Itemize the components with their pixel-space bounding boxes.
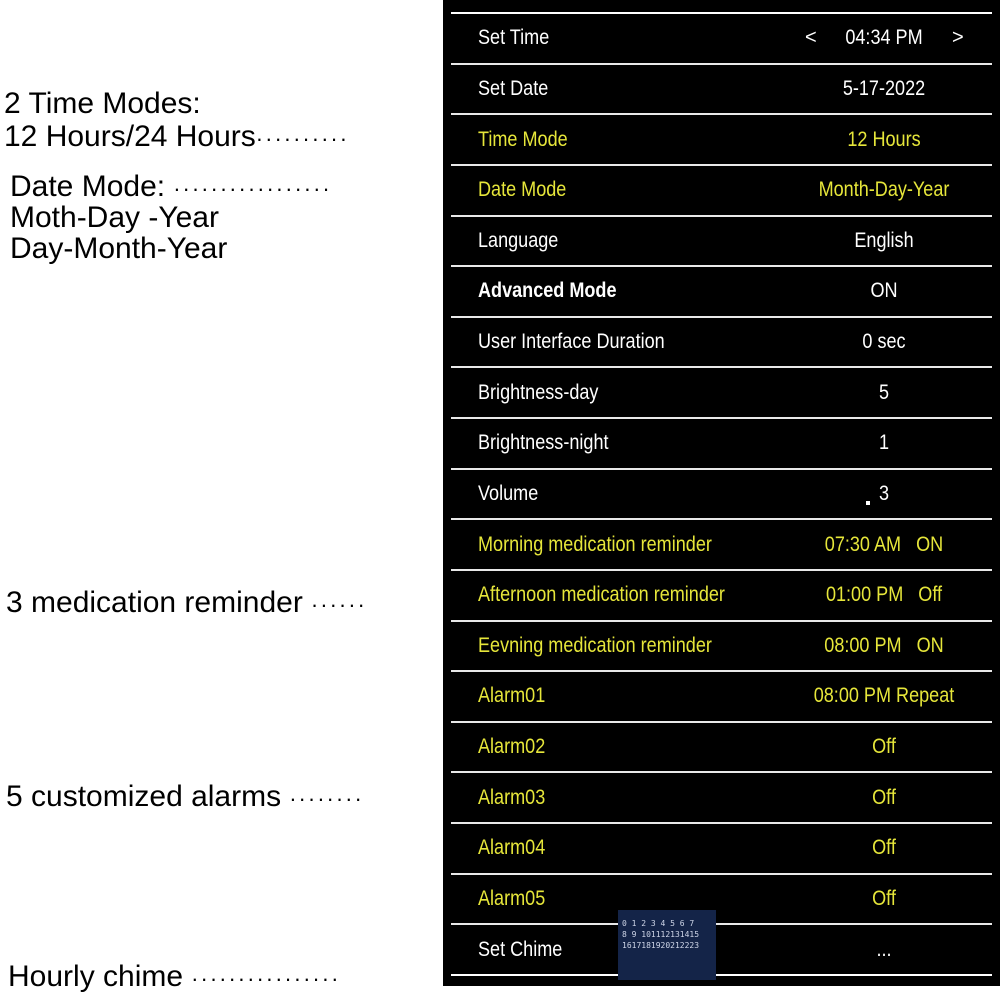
annotation-medication: 3 medication reminder ······ xyxy=(6,588,367,620)
chevron-right-icon[interactable]: > xyxy=(952,26,964,49)
setting-label: Brightness-day xyxy=(478,380,599,404)
setting-value: 07:30 AM ON xyxy=(824,532,944,556)
annotation-time-modes-title: 2 Time Modes: xyxy=(4,87,201,120)
setting-value: English xyxy=(854,228,914,252)
setting-set-date[interactable]: Set Date 5-17-2022 xyxy=(451,65,992,116)
setting-value: 5 xyxy=(878,380,890,404)
setting-value: ON xyxy=(870,279,898,303)
setting-ui-duration[interactable]: User Interface Duration 0 sec xyxy=(451,318,992,369)
setting-afternoon-reminder[interactable]: Afternoon medication reminder 01:00 PM Of… xyxy=(451,571,992,622)
setting-morning-reminder[interactable]: Morning medication reminder 07:30 AM ON xyxy=(451,520,992,571)
setting-value: 1 xyxy=(878,431,890,455)
annotation-date-mode-option2: Day-Month-Year xyxy=(10,232,228,265)
medication-text: 3 medication reminder xyxy=(6,586,303,619)
setting-value: 08:00 PM Repeat xyxy=(813,684,955,708)
setting-value: 01:00 PM Off xyxy=(825,583,943,607)
setting-label: Set Date xyxy=(478,76,549,100)
setting-label: Advanced Mode xyxy=(478,279,617,303)
volume-marker-icon xyxy=(866,500,870,505)
leader-dots: ················· xyxy=(165,176,332,201)
setting-volume[interactable]: Volume 3 xyxy=(451,470,992,521)
setting-value: 3 xyxy=(878,481,890,505)
setting-value: 04:34 PM xyxy=(845,26,923,50)
annotation-alarms: 5 customized alarms ········ xyxy=(6,782,364,814)
chevron-left-icon[interactable]: < xyxy=(805,26,817,49)
setting-label: Time Mode xyxy=(478,127,568,151)
setting-alarm05[interactable]: Alarm05 Off xyxy=(451,875,992,926)
setting-value: ... xyxy=(876,937,892,961)
setting-value: Off xyxy=(872,836,896,860)
setting-label: Date Mode xyxy=(478,178,567,202)
setting-time-mode[interactable]: Time Mode 12 Hours xyxy=(451,115,992,166)
chime-grid-line: 8 9 101112131415 xyxy=(622,930,700,939)
setting-value: Off xyxy=(872,785,896,809)
leader-dots: ················ xyxy=(183,966,341,991)
setting-value: Off xyxy=(872,886,896,910)
setting-label: Afternoon medication reminder xyxy=(478,583,725,607)
setting-value: 0 sec xyxy=(862,330,906,354)
setting-value: Off xyxy=(872,735,896,759)
chime-grid-line: 1617181920212223 xyxy=(622,941,700,950)
setting-value: 08:00 PM ON xyxy=(824,633,944,657)
setting-brightness-day[interactable]: Brightness-day 5 xyxy=(451,368,992,419)
date-mode-title-text: Date Mode: xyxy=(10,170,166,203)
setting-brightness-night[interactable]: Brightness-night 1 xyxy=(451,419,992,470)
setting-alarm02[interactable]: Alarm02 Off xyxy=(451,723,992,774)
setting-label: Language xyxy=(478,228,559,252)
setting-value: 12 Hours xyxy=(847,127,921,151)
setting-set-time[interactable]: Set Time < 04:34 PM > xyxy=(451,14,992,65)
setting-label: Volume xyxy=(478,481,539,505)
setting-label: Alarm05 xyxy=(478,886,546,910)
alarms-text: 5 customized alarms xyxy=(6,780,282,813)
setting-value: 5-17-2022 xyxy=(842,76,926,100)
setting-date-mode[interactable]: Date Mode Month-Day-Year xyxy=(451,166,992,217)
setting-label: User Interface Duration xyxy=(478,330,665,354)
annotation-date-mode-option1: Moth-Day -Year xyxy=(10,201,219,234)
chime-hour-grid[interactable]: 0 1 2 3 4 5 6 7 8 9 101112131415 1617181… xyxy=(618,910,716,980)
chime-text: Hourly chime xyxy=(8,960,184,993)
annotation-time-modes-options: 12 Hours/24 Hours·········· xyxy=(4,122,349,154)
setting-label: Morning medication reminder xyxy=(478,532,712,556)
leader-dots: ······ xyxy=(302,592,367,617)
setting-alarm03[interactable]: Alarm03 Off xyxy=(451,773,992,824)
setting-value: Month-Day-Year xyxy=(818,178,950,202)
setting-label: Set Chime xyxy=(478,937,563,961)
leader-dots: ········ xyxy=(281,786,364,811)
setting-alarm04[interactable]: Alarm04 Off xyxy=(451,824,992,875)
setting-language[interactable]: Language English xyxy=(451,217,992,268)
annotation-chime: Hourly chime ················ xyxy=(8,962,340,994)
setting-label: Alarm04 xyxy=(478,836,546,860)
setting-label: Brightness-night xyxy=(478,431,609,455)
setting-advanced-mode[interactable]: Advanced Mode ON xyxy=(451,267,992,318)
chime-grid-line: 0 1 2 3 4 5 6 7 xyxy=(622,919,695,928)
setting-label: Eevning medication reminder xyxy=(478,633,712,657)
settings-list: Set Time < 04:34 PM > Set Date 5-17-2022 … xyxy=(451,12,992,976)
setting-alarm01[interactable]: Alarm01 08:00 PM Repeat xyxy=(451,672,992,723)
setting-label: Set Time xyxy=(478,26,550,50)
annotation-date-mode-title: Date Mode: ················· xyxy=(10,172,332,204)
time-modes-options-text: 12 Hours/24 Hours xyxy=(4,120,256,153)
setting-label: Alarm01 xyxy=(478,684,546,708)
setting-evening-reminder[interactable]: Eevning medication reminder 08:00 PM ON xyxy=(451,622,992,673)
setting-set-chime[interactable]: Set Chime... xyxy=(451,925,992,974)
leader-dots: ·········· xyxy=(255,126,350,151)
setting-label: Alarm02 xyxy=(478,735,546,759)
setting-label: Alarm03 xyxy=(478,785,546,809)
